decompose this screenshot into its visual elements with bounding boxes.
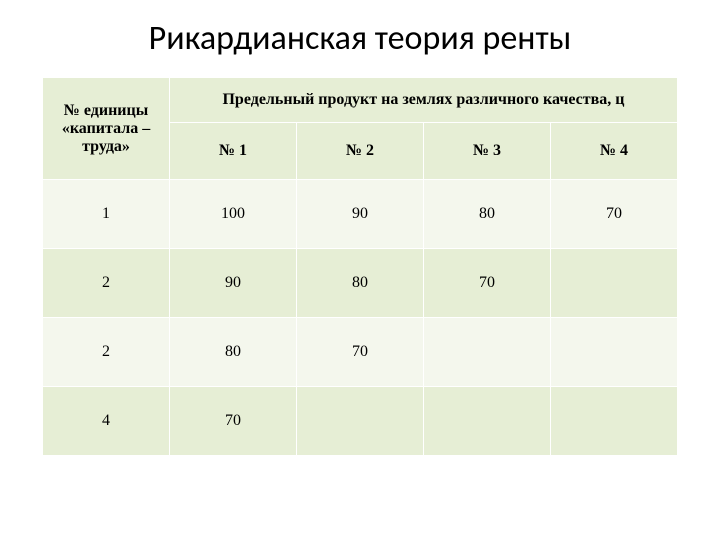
cell-r2-unit: 2 (43, 249, 170, 318)
col-header-unit: № единицы «капитала – труда» (43, 78, 170, 180)
cell-r2-c3: 70 (424, 249, 551, 318)
cell-r1-c2: 90 (297, 180, 424, 249)
subheader-4: № 4 (551, 123, 678, 180)
cell-r4-c4 (551, 387, 678, 456)
cell-r2-c4 (551, 249, 678, 318)
cell-r1-c1: 100 (170, 180, 297, 249)
cell-r2-c1: 90 (170, 249, 297, 318)
rent-table: № единицы «капитала – труда» Предельный … (42, 77, 678, 456)
col-header-product: Предельный продукт на землях различного … (170, 78, 678, 123)
cell-r4-c1: 70 (170, 387, 297, 456)
cell-r3-c2: 70 (297, 318, 424, 387)
page-title: Рикардианская теория ренты (42, 18, 678, 59)
cell-r2-c2: 80 (297, 249, 424, 318)
subheader-2: № 2 (297, 123, 424, 180)
cell-r3-unit: 2 (43, 318, 170, 387)
cell-r3-c1: 80 (170, 318, 297, 387)
cell-r4-unit: 4 (43, 387, 170, 456)
subheader-1: № 1 (170, 123, 297, 180)
subheader-3: № 3 (424, 123, 551, 180)
cell-r1-c3: 80 (424, 180, 551, 249)
cell-r4-c3 (424, 387, 551, 456)
cell-r1-unit: 1 (43, 180, 170, 249)
cell-r4-c2 (297, 387, 424, 456)
cell-r3-c4 (551, 318, 678, 387)
cell-r1-c4: 70 (551, 180, 678, 249)
cell-r3-c3 (424, 318, 551, 387)
